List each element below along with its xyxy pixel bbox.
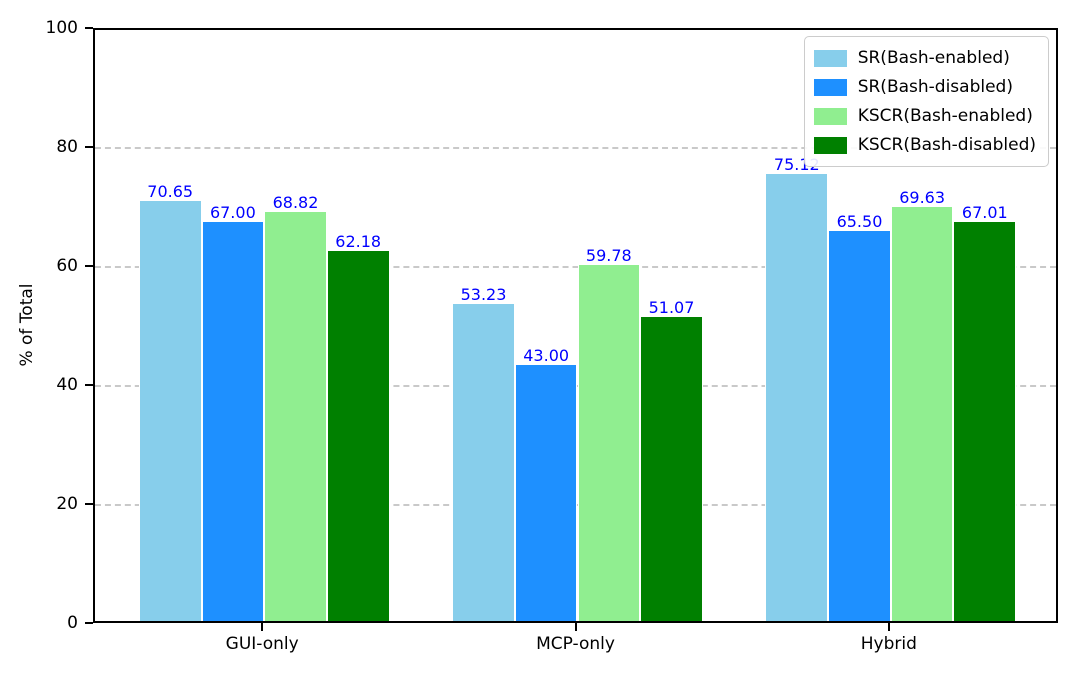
- bar-value-label: 69.63: [899, 187, 946, 207]
- legend-label: SR(Bash-disabled): [857, 77, 1013, 97]
- x-tick-label: GUI-only: [225, 634, 299, 654]
- bar: [828, 231, 891, 621]
- y-tick-label: 60: [56, 256, 78, 276]
- x-tick-mark: [574, 623, 577, 631]
- y-tick-mark: [85, 384, 93, 386]
- legend-swatch: [813, 78, 847, 96]
- gridline: [95, 147, 1056, 149]
- legend-swatch: [813, 49, 847, 67]
- bar-value-label: 43.00: [523, 346, 570, 366]
- bar-value-label: 65.50: [836, 212, 883, 232]
- legend-label: KSCR(Bash-disabled): [857, 135, 1036, 155]
- legend-swatch: [813, 136, 847, 154]
- legend-item: SR(Bash-disabled): [813, 73, 1036, 101]
- y-tick-mark: [85, 27, 93, 29]
- legend: SR(Bash-enabled) SR(Bash-disabled) KSCR(Ba…: [803, 36, 1049, 167]
- x-tick-mark: [887, 623, 890, 631]
- bar: [577, 265, 641, 621]
- bar: [514, 365, 578, 621]
- y-tick-mark: [85, 622, 93, 624]
- bar-value-label: 62.18: [335, 232, 382, 252]
- bar-value-label: 68.82: [272, 192, 319, 212]
- y-tick-label: 100: [45, 18, 78, 38]
- y-tick-mark: [85, 503, 93, 505]
- gridline: [95, 266, 1056, 268]
- bar: [765, 174, 829, 621]
- bar-value-label: 53.23: [460, 285, 507, 305]
- x-tick-mark: [261, 623, 264, 631]
- bar-value-label: 51.07: [648, 298, 695, 318]
- bar: [452, 304, 515, 621]
- bar: [640, 317, 703, 621]
- y-axis-title: % of Total: [17, 283, 37, 367]
- x-tick-label: MCP-only: [536, 634, 615, 654]
- y-tick-label: 0: [67, 613, 78, 633]
- legend-item: SR(Bash-enabled): [813, 44, 1036, 72]
- bar-value-label: 70.65: [147, 181, 194, 201]
- y-tick-mark: [85, 265, 93, 267]
- y-tick-label: 40: [56, 375, 78, 395]
- y-tick-mark: [85, 146, 93, 148]
- bar: [890, 206, 954, 621]
- legend-label: SR(Bash-enabled): [857, 48, 1010, 68]
- bar: [953, 222, 1017, 621]
- x-tick-label: Hybrid: [860, 634, 917, 654]
- bar-value-label: 59.78: [585, 246, 632, 266]
- bar: [264, 211, 327, 621]
- y-tick-label: 80: [56, 137, 78, 157]
- bar-value-label: 67.00: [209, 203, 256, 223]
- legend-swatch: [813, 107, 847, 125]
- bar: [201, 222, 265, 621]
- bar: [138, 200, 202, 621]
- y-tick-label: 20: [56, 494, 78, 514]
- legend-item: KSCR(Bash-enabled): [813, 102, 1036, 130]
- legend-item: KSCR(Bash-disabled): [813, 131, 1036, 159]
- bar: [326, 251, 390, 621]
- legend-label: KSCR(Bash-enabled): [857, 106, 1033, 126]
- bar-value-label: 67.01: [961, 203, 1008, 223]
